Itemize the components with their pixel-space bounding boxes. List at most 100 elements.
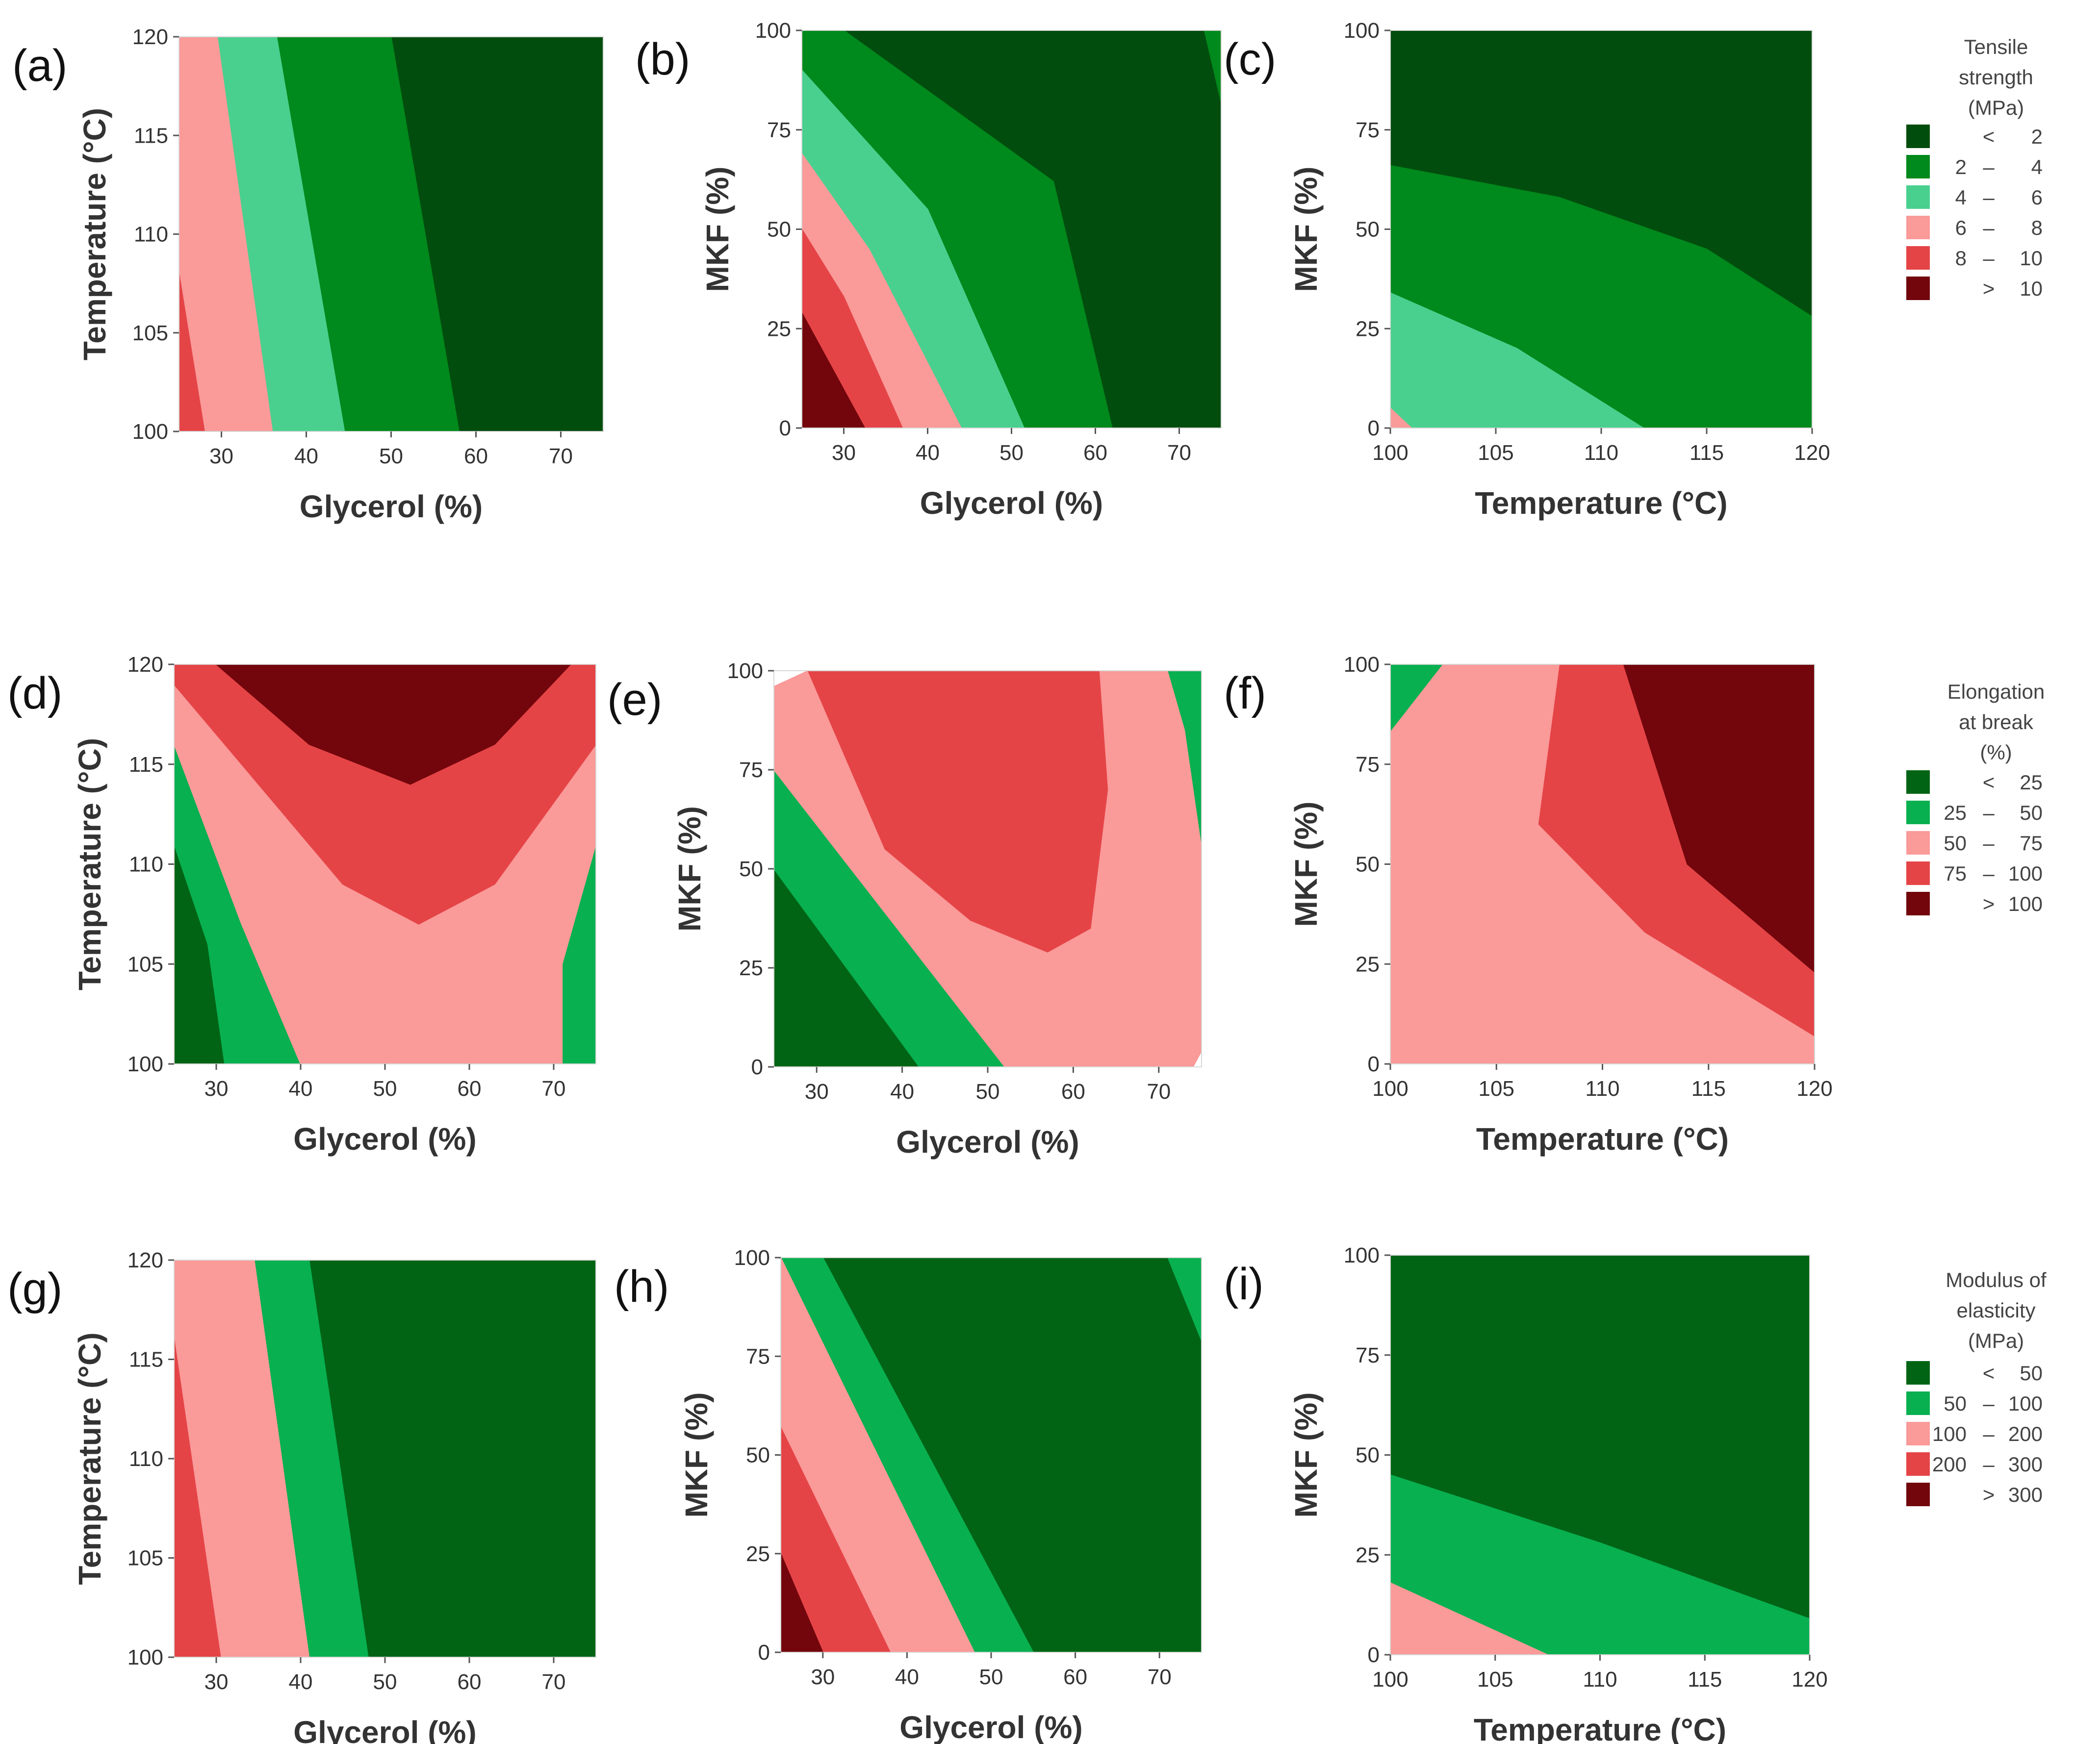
y-tick-label: 100 [1344,19,1380,43]
legend-swatch [1906,1452,1930,1476]
y-tick-label: 120 [128,1248,163,1272]
y-tick-label: 75 [1356,753,1380,777]
plot-area [802,30,1221,428]
legend-range-sep: – [1983,801,1995,824]
legend-range-low: 100 [1932,1422,1967,1445]
y-tick-label: 100 [128,1052,163,1076]
x-tick-label: 70 [549,444,573,468]
x-tick-label: 40 [895,1665,919,1689]
legend-range-sep: – [1983,186,1995,209]
y-tick-label: 0 [1368,1643,1380,1667]
x-tick-label: 40 [294,444,318,468]
legend-range-low: 75 [1944,862,1967,885]
x-tick-label: 50 [976,1080,1000,1104]
contour-band [1390,1474,1810,1655]
x-tick-label: 70 [1147,1080,1171,1104]
x-tick-label: 100 [1372,1668,1408,1692]
y-tick-label: 25 [1356,952,1380,976]
panel-label: (d) [7,668,62,718]
x-tick-label: 120 [1792,1668,1827,1692]
x-tick-label: 105 [1479,1077,1514,1101]
y-axis-label: Temperature (°C) [72,738,107,990]
x-tick-label: 100 [1372,441,1408,465]
legend-range-sep: < [1983,125,1995,148]
contour-band [1623,664,1815,973]
plot-area [174,664,596,1064]
panel-label: (i) [1224,1259,1264,1309]
y-tick-label: 50 [767,218,791,242]
legend-title: Modulus of [1946,1268,2047,1291]
legend-range-low: 50 [1944,832,1967,855]
contour-band [781,1553,823,1652]
y-tick-label: 100 [1344,1243,1380,1267]
y-tick-label: 25 [1356,317,1380,341]
legend-range-high: 50 [2020,801,2043,824]
legend-range-high: 50 [2020,1362,2043,1385]
contour-band [1390,407,1412,428]
y-tick-label: 0 [779,416,791,440]
x-axis-label: Glycerol (%) [300,489,483,524]
plot-area [179,37,603,431]
y-tick-label: 0 [758,1641,770,1665]
legend-range-sep: – [1983,155,1995,178]
legend-swatch [1906,1391,1930,1415]
legend-range-high: 75 [2020,832,2043,855]
contour-panel: (g) 30 40 50 60 70 100 105 110 115 120 Glycerol (%)… [7,1248,596,1744]
y-tick-label: 25 [1356,1543,1380,1567]
x-tick-label: 70 [1148,1665,1172,1689]
x-axis-label: Glycerol (%) [293,1715,476,1744]
contour-panel: (a) 30 40 50 60 70 100 105 110 115 120 Glycerol (%)… [12,25,604,524]
contour-band [802,312,866,428]
x-tick-label: 30 [832,441,856,465]
y-tick-label: 110 [134,223,168,247]
y-tick-label: 75 [1356,1343,1380,1367]
legend-title: Tensile [1964,35,2028,58]
legend-swatch [1906,1422,1930,1445]
contour-band [215,664,571,785]
y-tick-label: 0 [1368,1052,1380,1076]
y-tick-label: 25 [739,956,763,980]
contour-band [1390,1582,1548,1655]
x-tick-label: 30 [811,1665,835,1689]
x-tick-label: 115 [1690,441,1724,465]
legend-range-sep: – [1983,247,1995,270]
y-tick-label: 100 [727,659,763,683]
y-tick-label: 105 [132,321,168,345]
panel-label: (a) [12,41,67,91]
y-tick-label: 100 [1344,653,1380,677]
x-tick-label: 30 [205,1670,229,1694]
legend-range-sep: – [1983,832,1995,855]
y-tick-label: 110 [129,853,163,877]
y-tick-label: 100 [734,1246,770,1270]
x-tick-label: 50 [999,441,1024,465]
x-tick-label: 110 [1585,1077,1619,1101]
y-axis-label: MKF (%) [700,167,735,292]
x-tick-label: 60 [1063,1665,1087,1689]
x-tick-label: 60 [1083,441,1107,465]
x-tick-label: 30 [209,444,233,468]
contour-band [179,273,205,431]
panel-label: (f) [1224,668,1266,718]
y-tick-label: 115 [129,753,163,777]
y-tick-label: 0 [751,1055,763,1079]
legend-swatch [1906,1361,1930,1385]
x-tick-label: 115 [1688,1668,1722,1692]
contour-panel: (c) 100 105 110 115 120 0 25 50 75 100 Temperature … [1224,19,1830,521]
y-tick-label: 115 [129,1348,163,1372]
panel-label: (h) [614,1262,669,1312]
legend-title: at break [1959,710,2034,733]
legend-range-high: 2 [2031,125,2043,148]
contour-band [1167,1258,1202,1341]
y-tick-label: 100 [755,19,791,43]
legend-range-high: 100 [2008,1392,2043,1415]
y-tick-label: 110 [129,1447,163,1471]
x-tick-label: 50 [373,1077,397,1101]
legend-range-sep: – [1983,1453,1995,1476]
legend-swatch [1906,125,1930,148]
legend-range-low: 8 [1955,247,1967,270]
legend-title: Elongation [1947,680,2045,703]
plot-area [1390,30,1812,428]
